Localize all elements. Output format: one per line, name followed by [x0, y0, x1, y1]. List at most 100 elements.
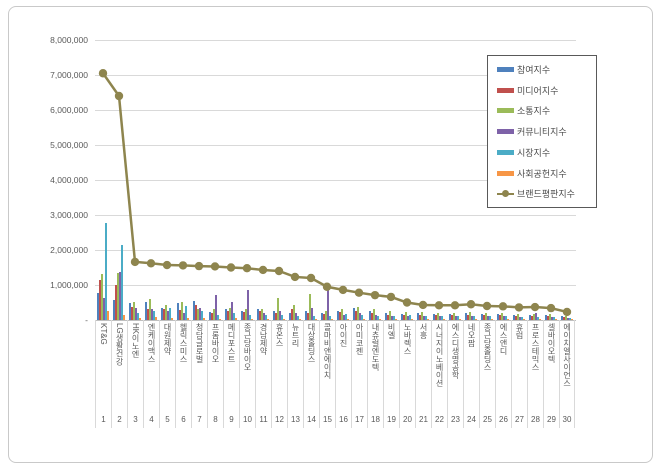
- legend-swatch-icon: [497, 129, 514, 134]
- bar-사회공헌지수: [171, 318, 173, 320]
- bar-미디어지수: [131, 307, 133, 320]
- bar-시장지수: [537, 317, 539, 320]
- bar-참여지수: [241, 311, 243, 320]
- category-label: 프롬바이오: [211, 323, 220, 363]
- bar-소통지수: [405, 312, 407, 320]
- bar-커뮤니티지수: [263, 313, 265, 320]
- bar-커뮤니티지수: [551, 317, 553, 320]
- bar-미디어지수: [259, 311, 261, 320]
- category-label: 종근당바이오: [243, 323, 252, 371]
- category-cell: 프롬바이오 8: [207, 320, 223, 428]
- bar-소통지수: [213, 309, 215, 320]
- category-label: 시너지이노베이션: [435, 323, 444, 387]
- bar-커뮤니티지수: [519, 317, 521, 320]
- legend-label: 소통지수: [517, 106, 551, 117]
- category-rank: 29: [547, 415, 556, 424]
- y-tick-label: 3,000,000: [50, 210, 88, 220]
- bar-시장지수: [569, 318, 571, 320]
- category-rank: 7: [197, 415, 202, 424]
- bar-사회공헌지수: [523, 319, 525, 320]
- category-rank: 18: [371, 415, 380, 424]
- bar-사회공헌지수: [155, 317, 157, 320]
- bar-커뮤니티지수: [423, 316, 425, 320]
- category-label: 프로스테믹스: [531, 323, 540, 371]
- legend-swatch-icon: [497, 170, 514, 176]
- legend-item: 참여지수: [497, 62, 596, 77]
- bar-참여지수: [321, 313, 323, 320]
- bar-미디어지수: [179, 310, 181, 320]
- bar-참여지수: [465, 313, 467, 320]
- category-cell: 청담글로벌 7: [191, 320, 207, 428]
- bar-참여지수: [449, 314, 451, 320]
- y-tick-label: 2,000,000: [50, 245, 88, 255]
- bar-시장지수: [457, 316, 459, 320]
- bar-사회공헌지수: [539, 319, 541, 320]
- category-label: 에스앤디: [499, 323, 508, 355]
- y-tick-label: 1,000,000: [50, 280, 88, 290]
- category-label: 비엘: [387, 323, 396, 339]
- bar-커뮤니티지수: [279, 311, 281, 320]
- bar-소통지수: [533, 314, 535, 320]
- category-rank: 5: [165, 415, 170, 424]
- bar-미디어지수: [451, 315, 453, 320]
- bar-참여지수: [513, 315, 515, 320]
- bar-미디어지수: [419, 315, 421, 320]
- bar-시장지수: [489, 316, 491, 320]
- category-cell: 서흥 21: [415, 320, 431, 428]
- legend-swatch-icon: [497, 108, 514, 114]
- bar-미디어지수: [563, 317, 565, 320]
- bar-커뮤니티지수: [295, 313, 297, 320]
- bar-시장지수: [153, 311, 155, 320]
- bar-사회공헌지수: [459, 319, 461, 320]
- category-cell: 헬릭스미스 6: [175, 320, 191, 428]
- category-rank: 17: [355, 415, 364, 424]
- bar-참여지수: [385, 313, 387, 320]
- bar-커뮤니티지수: [407, 316, 409, 320]
- bar-참여지수: [257, 309, 259, 320]
- bar-시장지수: [393, 316, 395, 320]
- bar-시장지수: [361, 315, 363, 320]
- category-rank: 1: [101, 415, 106, 424]
- bar-커뮤니티지수: [455, 316, 457, 320]
- bar-참여지수: [497, 314, 499, 320]
- bar-커뮤니티지수: [567, 318, 569, 320]
- category-label: 아미코젠: [355, 323, 364, 355]
- category-label: HK이노엔: [131, 323, 140, 359]
- category-rank: 2: [117, 415, 122, 424]
- bar-시장지수: [137, 313, 139, 320]
- category-rank: 8: [213, 415, 218, 424]
- bar-시장지수: [217, 315, 219, 320]
- category-label: 종근당홀딩스: [483, 323, 492, 371]
- bar-커뮤니티지수: [535, 313, 537, 320]
- category-cell: 경남제약 11: [255, 320, 271, 428]
- bar-사회공헌지수: [555, 319, 557, 320]
- category-cell: 뉴트리 13: [287, 320, 303, 428]
- legend-label: 미디어지수: [517, 85, 559, 96]
- bar-사회공헌지수: [203, 318, 205, 320]
- bar-미디어지수: [243, 312, 245, 320]
- bar-커뮤니티지수: [471, 316, 473, 320]
- legend-item: 브랜드평판지수: [497, 186, 596, 201]
- category-label: 에스디생명공학: [451, 323, 460, 379]
- category-label: 노바렉스: [403, 323, 412, 355]
- bar-소통지수: [245, 309, 247, 320]
- category-cell: 셀바이오텍 29: [543, 320, 559, 428]
- bar-시장지수: [329, 316, 331, 320]
- category-cell: 아이진 16: [335, 320, 351, 428]
- bar-시장지수: [345, 314, 347, 320]
- category-label: 내츄럴엔도텍: [371, 323, 380, 371]
- y-tick-label: 4,000,000: [50, 175, 88, 185]
- category-label: 휴럼: [515, 323, 524, 339]
- bar-미디어지수: [275, 313, 277, 320]
- bar-사회공헌지수: [315, 319, 317, 320]
- category-rank: 16: [339, 415, 348, 424]
- category-rank: 25: [483, 415, 492, 424]
- bar-사회공헌지수: [395, 319, 397, 320]
- category-label: 청담글로벌: [195, 323, 204, 363]
- category-cell: 아미코젠 17: [351, 320, 367, 428]
- category-label: 콜마비앤에이치: [323, 323, 332, 379]
- bar-소통지수: [261, 309, 263, 320]
- category-rank: 24: [467, 415, 476, 424]
- category-cell: LG생활건강 2: [111, 320, 127, 428]
- bar-시장지수: [505, 316, 507, 320]
